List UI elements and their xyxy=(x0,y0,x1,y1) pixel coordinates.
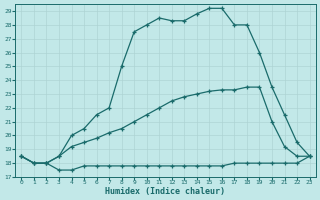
X-axis label: Humidex (Indice chaleur): Humidex (Indice chaleur) xyxy=(106,187,226,196)
